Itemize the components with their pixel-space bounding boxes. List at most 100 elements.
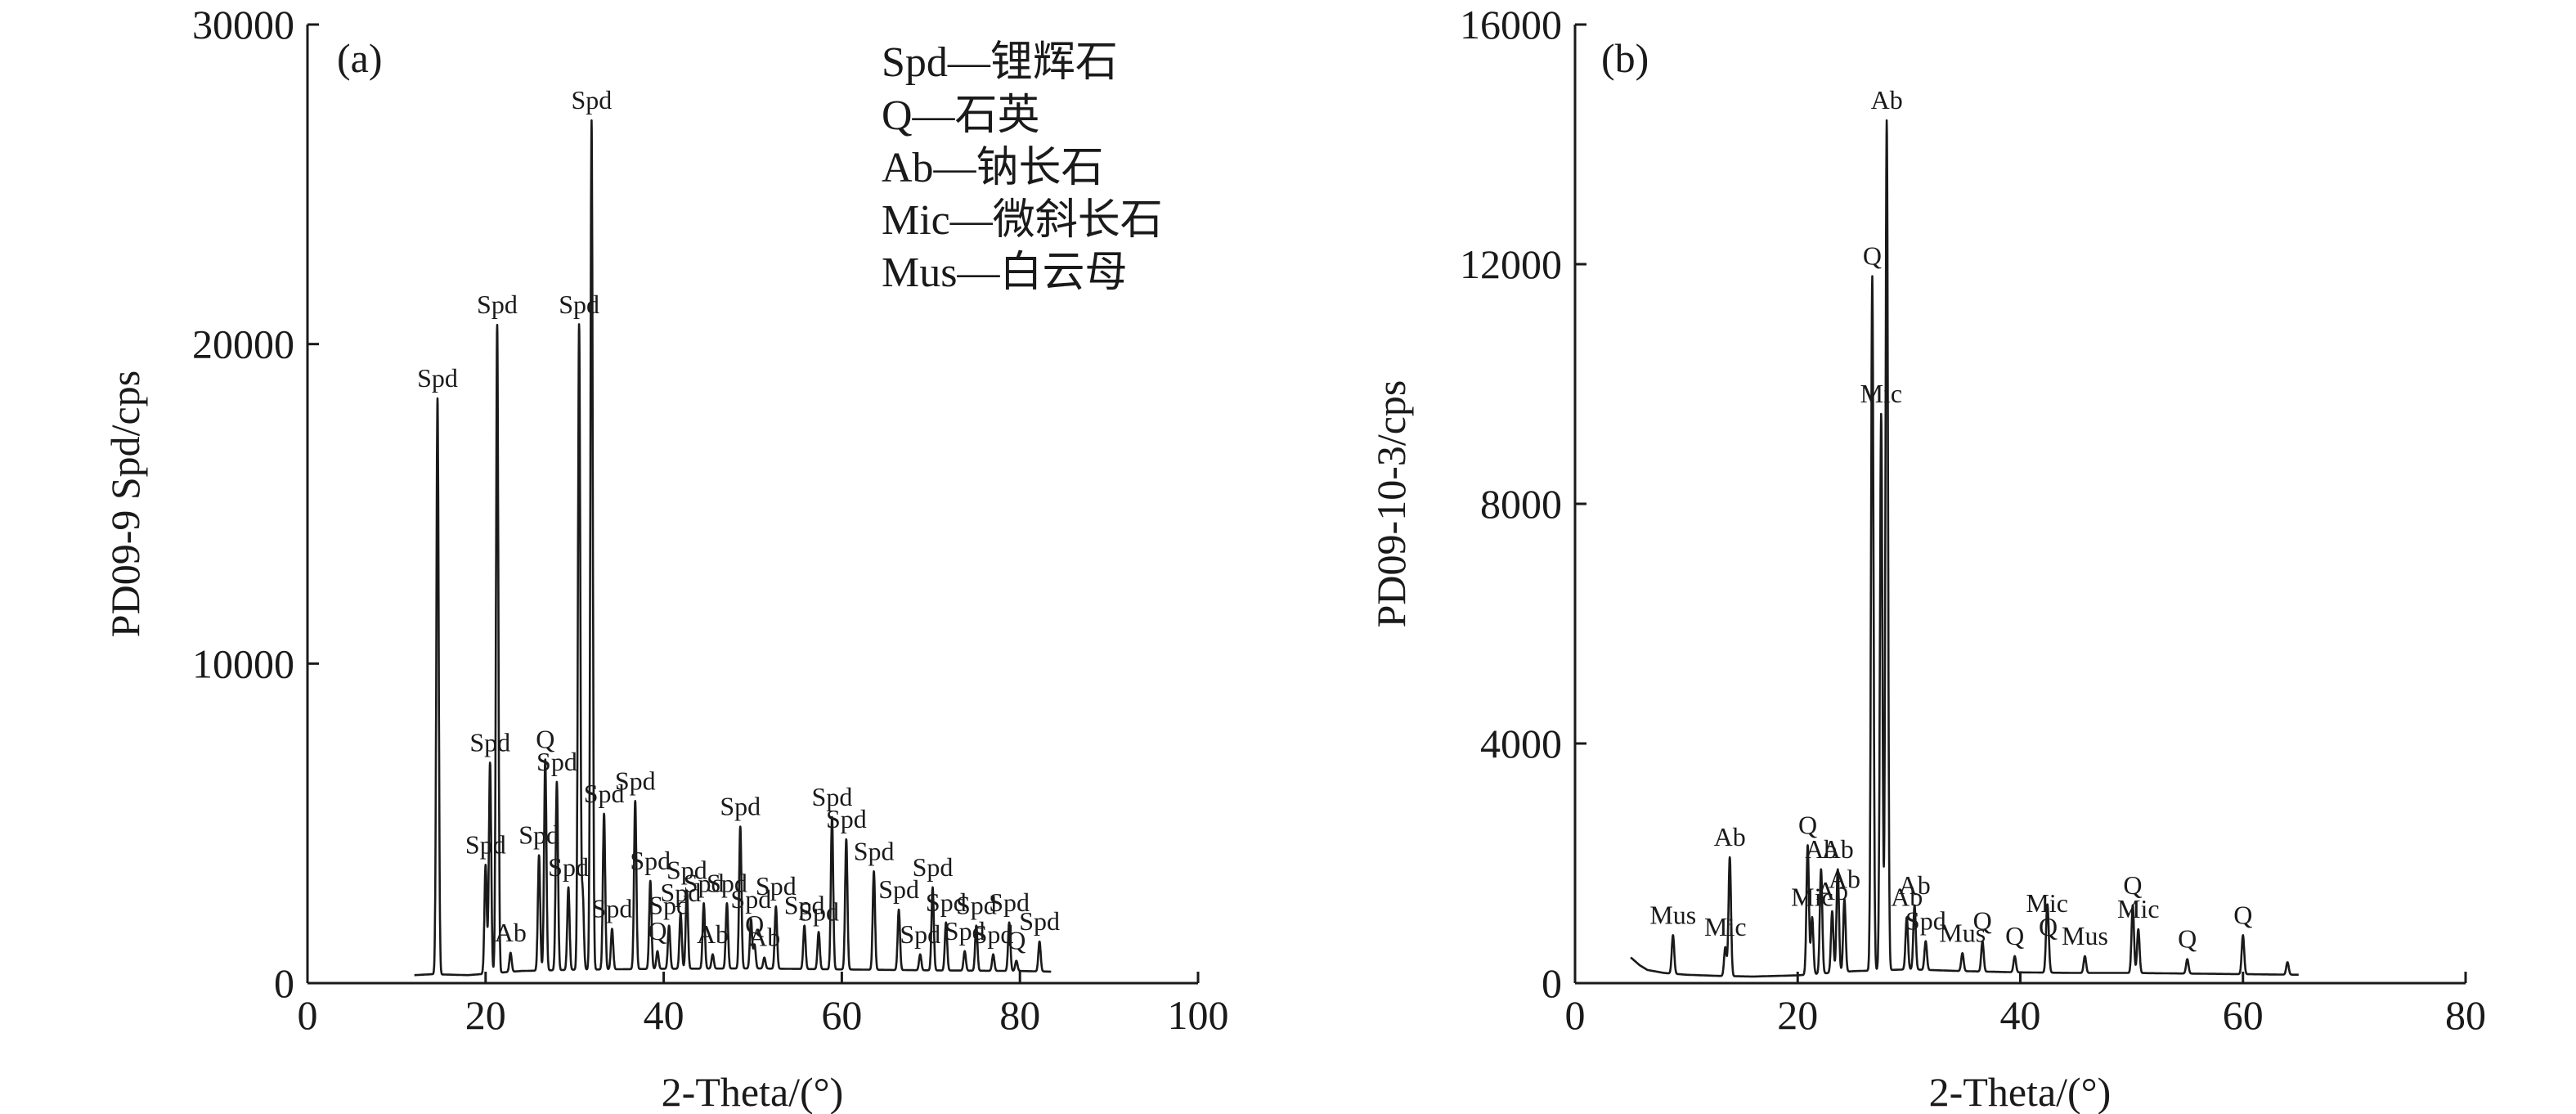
y-tick-label: 4000 [1480, 721, 1562, 766]
peak-label: Spd [730, 884, 771, 914]
panel-a-peak-labels: SpdSpdSpdSpdAbSpdQSpdSpdSpdSpdSpdSpdSpdS… [417, 85, 1060, 955]
peak-label: Spd [878, 874, 919, 904]
y-tick-label: 12000 [1460, 241, 1562, 287]
peak-label: Mic [2117, 894, 2160, 923]
panel-a-trace [413, 119, 1052, 977]
legend-entry: Spd—锂辉石 [882, 39, 1118, 86]
peak-label: Q [2123, 870, 2142, 900]
peak-label: Q [2233, 900, 2252, 929]
peak-label: Ab [1714, 822, 1746, 851]
peak-label: Spd [1905, 906, 1946, 936]
peak-label: Spd [720, 792, 761, 821]
peak-label: Spd [945, 916, 985, 946]
x-tick-label: 80 [999, 992, 1040, 1038]
xrd-trace-line [1630, 119, 2300, 978]
peak-label: Q [1973, 906, 1992, 936]
peak-label: Ab [748, 923, 780, 952]
x-tick-label: 60 [2223, 992, 2264, 1038]
peak-label: Mus [1649, 900, 1696, 929]
peak-label: Spd [913, 852, 954, 882]
peak-label: Spd [630, 846, 671, 875]
peak-label: Spd [417, 363, 458, 393]
peak-label: Spd [465, 829, 506, 859]
peak-label: Spd [518, 820, 559, 850]
y-tick-label: 8000 [1480, 481, 1562, 527]
peak-label: Mic [1860, 379, 1903, 408]
peak-label: Spd [956, 891, 997, 920]
peak-label: Q [1863, 241, 1882, 271]
y-tick-label: 20000 [192, 321, 294, 367]
peak-label: Q [536, 725, 554, 754]
peak-label: Spd [469, 727, 510, 757]
x-tick-label: 0 [298, 992, 318, 1038]
y-tick-label: 30000 [192, 2, 294, 47]
peak-label: Ab [1891, 882, 1923, 911]
peak-label: Q [745, 910, 764, 939]
panel-b-trace [1630, 119, 2300, 978]
panel-b-y-ticks: 0 4000 8000 12000 16000 [1460, 2, 1586, 1006]
panel-a-y-ticks: 0 10000 20000 30000 [192, 2, 319, 1006]
peak-label: Ab [1871, 85, 1903, 115]
peak-label: Mic [1791, 882, 1833, 911]
peak-label: Spd [536, 747, 577, 776]
y-tick-label: 10000 [192, 640, 294, 686]
peak-label: Q [2005, 921, 2024, 950]
peak-label: Spd [1019, 906, 1060, 936]
peak-label: Spd [615, 766, 656, 795]
peak-label: Spd [584, 779, 625, 808]
legend-entry: Ab—钠长石 [882, 145, 1104, 191]
legend-entry: Q—石英 [882, 92, 1040, 139]
peak-label: Ab [1805, 834, 1837, 864]
panel-a-x-ticks: 0 20 40 60 80 100 [298, 972, 1229, 1038]
peak-label: Spd [826, 804, 867, 833]
y-tick-label: 16000 [1460, 2, 1562, 47]
legend-entry: Mic—微斜长石 [882, 197, 1163, 244]
peak-label: Q [2039, 912, 2058, 941]
peak-label: Ab [1899, 870, 1931, 900]
peak-label: Ab [1822, 834, 1854, 864]
peak-label: Spd [926, 887, 967, 917]
peak-label: Spd [784, 891, 825, 920]
peak-label: Spd [812, 782, 853, 811]
panel-a-y-axis-title: PD09-9 Spd/cps [102, 371, 148, 637]
peak-label: Spd [684, 868, 725, 897]
peak-label: Ab [495, 918, 527, 947]
peak-label: Ab [1816, 876, 1848, 905]
peak-label: Mus [1939, 918, 1986, 947]
y-tick-label: 0 [274, 960, 294, 1006]
peak-label: Spd [571, 85, 612, 115]
peak-label: Q [2178, 924, 2197, 954]
panel-a-x-axis-title: 2-Theta/(°) [662, 1069, 844, 1114]
x-tick-label: 80 [2445, 992, 2486, 1038]
panel-b-y-axis-title: PD09-10-3/cps [1368, 380, 1414, 628]
peak-label: Spd [973, 919, 1014, 949]
panel-b-x-ticks: 0 20 40 60 80 [1565, 972, 2486, 1038]
peak-label: Spd [648, 891, 689, 920]
panel-b-x-axis-title: 2-Theta/(°) [1929, 1069, 2112, 1114]
peak-label: Ab [1829, 864, 1860, 893]
peak-label: Spd [989, 887, 1030, 917]
x-tick-label: 0 [1565, 992, 1586, 1038]
peak-label: Spd [707, 868, 747, 897]
panel-b-label: (b) [1601, 35, 1649, 81]
x-tick-label: 100 [1168, 992, 1229, 1038]
peak-label: Q [648, 916, 666, 946]
peak-label: Spd [798, 896, 839, 926]
x-tick-label: 40 [644, 992, 684, 1038]
peak-label: Mic [1704, 912, 1747, 941]
peak-label: Spd [660, 878, 701, 907]
peak-label: Spd [477, 290, 518, 319]
peak-label: Mic [2026, 888, 2068, 918]
xrd-trace-line [413, 119, 1052, 977]
x-tick-label: 20 [1777, 992, 1818, 1038]
peak-label: Mus [2062, 921, 2108, 950]
x-tick-label: 20 [465, 992, 506, 1038]
x-tick-label: 40 [2000, 992, 2041, 1038]
panel-a-legend: Spd—锂辉石 Q—石英 Ab—钠长石 Mic—微斜长石 Mus—白云母 [882, 39, 1163, 296]
peak-label: Spd [666, 856, 707, 885]
panel-a-label: (a) [337, 35, 383, 81]
